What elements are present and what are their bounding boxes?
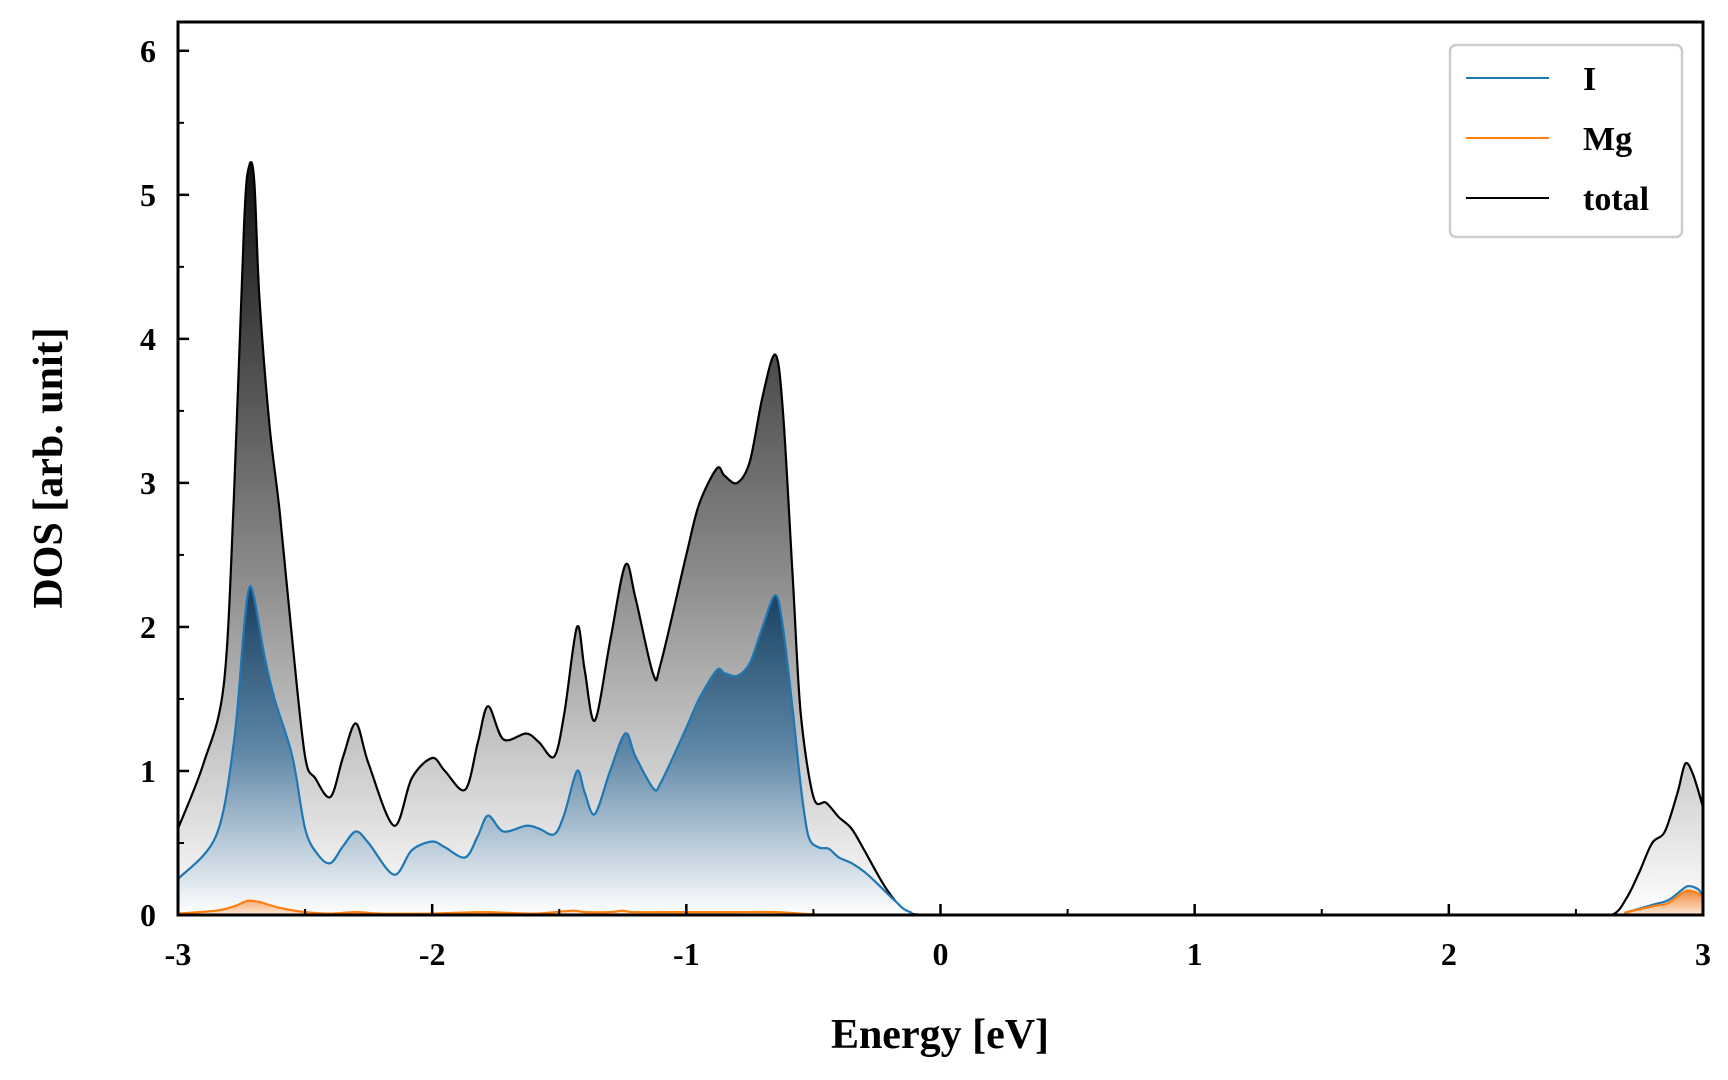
x-tick-label: 1	[1187, 936, 1203, 972]
y-tick-label: 3	[140, 465, 156, 501]
x-axis: -3 -2 -1 0 1 2 3	[165, 904, 1711, 972]
y-tick-label: 6	[140, 33, 156, 69]
y-axis: 0 1 2 3 4 5 6	[140, 33, 189, 933]
y-tick-label: 1	[140, 753, 156, 789]
x-tick-label: 3	[1695, 936, 1711, 972]
legend-label-total: total	[1583, 181, 1649, 218]
x-tick-label: 2	[1441, 936, 1457, 972]
x-axis-label: Energy [eV]	[831, 1012, 1049, 1058]
series-line-total	[178, 160, 1703, 915]
x-tick-label: -3	[165, 936, 192, 972]
y-axis-label: DOS [arb. unit]	[26, 327, 72, 608]
y-tick-label: 2	[140, 609, 156, 645]
legend-box	[1448, 43, 1684, 239]
legend: I Mg total	[1448, 43, 1684, 239]
y-tick-label: 5	[140, 177, 156, 213]
legend-label-mg: Mg	[1583, 121, 1632, 158]
x-tick-label: 0	[933, 936, 949, 972]
y-tick-label: 0	[140, 897, 156, 933]
series-line-mg	[178, 889, 1703, 915]
x-tick-label: -2	[419, 936, 446, 972]
series-fill-total	[178, 162, 1703, 915]
y-tick-label: 4	[140, 321, 156, 357]
series-layer	[178, 160, 1703, 915]
series-fill-i	[178, 586, 1703, 915]
series-line-i	[178, 585, 1703, 915]
x-tick-label: -1	[673, 936, 700, 972]
legend-label-i: I	[1583, 61, 1596, 98]
